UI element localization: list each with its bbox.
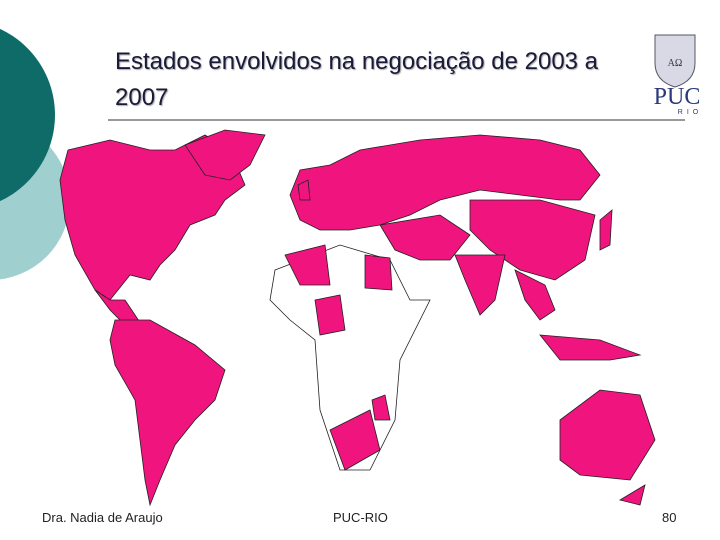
algeria bbox=[284, 244, 331, 286]
middle-east bbox=[379, 214, 471, 261]
egypt bbox=[364, 254, 393, 291]
greenland bbox=[184, 129, 266, 181]
world-map bbox=[59, 129, 656, 507]
africa bbox=[269, 244, 431, 471]
zimbabwe bbox=[371, 394, 391, 421]
logo-subname: RIO bbox=[678, 109, 702, 116]
japan bbox=[599, 209, 613, 251]
nigeria bbox=[314, 294, 346, 336]
australia bbox=[559, 389, 656, 481]
page-number: 80 bbox=[662, 510, 677, 525]
europe-russia bbox=[289, 134, 601, 231]
new-zealand bbox=[618, 484, 646, 506]
north-america bbox=[59, 134, 246, 301]
south-america bbox=[109, 319, 226, 507]
indonesia bbox=[539, 334, 642, 361]
decor-circle-dark bbox=[0, 28, 55, 202]
south-africa bbox=[329, 409, 381, 471]
logo-shield bbox=[654, 34, 696, 88]
logo-name: PUC bbox=[654, 84, 701, 110]
logo-motto: AΩ bbox=[668, 58, 683, 69]
footer-author: Dra. Nadia de Araujo bbox=[42, 510, 163, 525]
slide-title: Estados envolvidos na negociação de 2003… bbox=[115, 48, 599, 111]
logo: AΩ PUC RIO bbox=[654, 34, 702, 116]
india bbox=[454, 254, 506, 316]
footer-institution: PUC-RIO bbox=[333, 510, 388, 525]
southeast-asia bbox=[514, 269, 556, 321]
china bbox=[469, 199, 596, 281]
uk bbox=[297, 179, 311, 201]
